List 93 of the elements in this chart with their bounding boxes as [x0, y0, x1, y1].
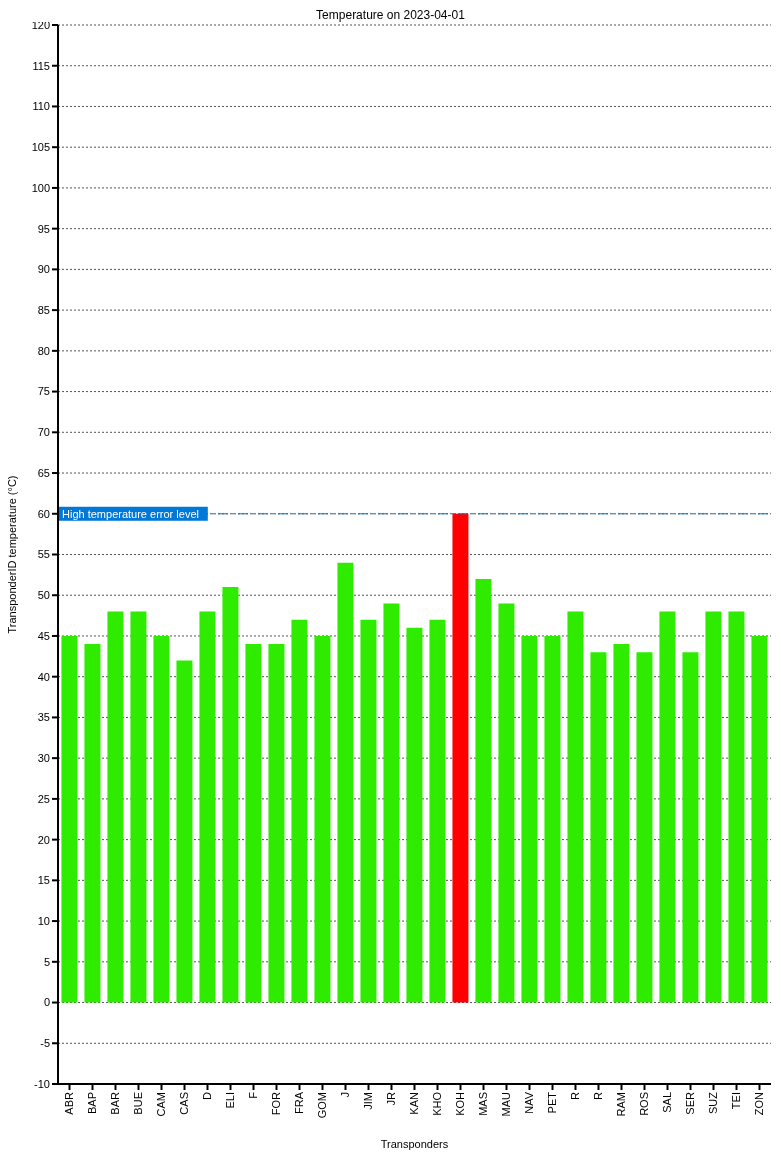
y-tick-label: 120: [31, 18, 50, 31]
x-tick-label: ABR: [63, 1091, 76, 1115]
bar: [452, 513, 469, 1003]
y-tick-label: 95: [37, 222, 50, 235]
y-tick-label: 80: [37, 344, 50, 357]
x-tick-label: FOR: [270, 1091, 283, 1116]
bar: [475, 578, 492, 1003]
chart-title: Temperature on 2023-04-01: [316, 8, 465, 22]
bar: [199, 611, 216, 1003]
bar: [728, 611, 745, 1003]
y-tick-label: 105: [31, 141, 50, 154]
x-tick-label: BAR: [109, 1091, 122, 1115]
x-tick-label: J: [339, 1092, 352, 1098]
y-tick-label: 10: [37, 914, 50, 927]
bar: [360, 619, 377, 1003]
x-tick-label: JR: [385, 1091, 398, 1106]
bar: [153, 635, 170, 1003]
y-tick-label: -10: [34, 1077, 50, 1090]
bar: [406, 627, 423, 1003]
bar: [61, 635, 78, 1003]
y-tick-label: 5: [43, 955, 50, 968]
y-tick-label: 40: [37, 670, 50, 683]
x-tick-label: D: [201, 1091, 214, 1100]
x-tick-label: ZON: [753, 1091, 766, 1116]
x-tick-label: GOM: [316, 1092, 329, 1119]
bar: [659, 611, 676, 1003]
y-tick-label: 45: [37, 629, 50, 642]
bar: [544, 635, 561, 1003]
y-tick-label: 60: [37, 507, 50, 520]
y-tick-label: 55: [37, 548, 50, 561]
bar: [176, 660, 193, 1003]
bar: [590, 652, 607, 1003]
x-tick-label: KAN: [408, 1091, 421, 1115]
bar: [613, 644, 630, 1003]
x-tick-label: ELI: [224, 1092, 237, 1109]
ref-line-label: High temperature error level: [62, 507, 199, 520]
bar: [498, 603, 515, 1003]
x-tick-label: JIM: [362, 1092, 375, 1110]
x-tick-label: BAP: [86, 1092, 99, 1115]
bar: [383, 603, 400, 1003]
x-tick-label: RAM: [615, 1092, 628, 1117]
y-tick-label: 30: [37, 752, 50, 765]
bar: [268, 644, 285, 1003]
bar: [291, 619, 308, 1003]
x-tick-label: CAM: [155, 1092, 168, 1117]
y-tick-label: 75: [37, 385, 50, 398]
bar: [337, 562, 354, 1003]
y-tick-label: 90: [37, 263, 50, 276]
x-tick-label: CAS: [178, 1092, 191, 1115]
bar: [222, 587, 239, 1003]
x-tick-label: KOH: [454, 1091, 467, 1116]
y-tick-label: 35: [37, 711, 50, 724]
y-tick-label: 100: [31, 181, 50, 194]
x-tick-label: R: [592, 1091, 605, 1100]
x-tick-label: SUZ: [707, 1091, 720, 1114]
x-tick-label: KHO: [431, 1091, 444, 1116]
x-tick-label: PET: [546, 1091, 559, 1114]
bar: [245, 644, 262, 1003]
bar: [84, 644, 101, 1003]
y-tick-label: 50: [37, 589, 50, 602]
y-tick-label: 70: [37, 426, 50, 439]
x-tick-label: ROS: [638, 1092, 651, 1116]
y-tick-label: 85: [37, 304, 50, 317]
y-axis-title: TransponderID temperature (°C): [5, 475, 18, 634]
y-tick-label: 20: [37, 833, 50, 846]
bar: [130, 611, 147, 1003]
bar: [429, 619, 446, 1003]
x-tick-label: TEI: [730, 1092, 743, 1110]
x-axis-title: Transponders: [380, 1138, 449, 1150]
x-tick-label: F: [247, 1091, 260, 1099]
x-tick-label: MAS: [477, 1092, 490, 1116]
y-tick-label: -5: [40, 1037, 50, 1050]
bar: [521, 635, 538, 1003]
y-tick-label: 115: [32, 59, 50, 72]
bar: [567, 611, 584, 1003]
y-tick-label: 15: [37, 874, 50, 887]
x-tick-label: SER: [684, 1091, 697, 1115]
bar: [107, 611, 124, 1003]
x-tick-label: SAL: [661, 1092, 674, 1113]
x-tick-label: R: [569, 1091, 582, 1100]
x-tick-label: MAU: [500, 1091, 513, 1117]
bar: [314, 635, 331, 1003]
y-tick-label: 0: [43, 996, 50, 1009]
y-tick-label: 110: [32, 100, 50, 113]
x-tick-label: FRA: [293, 1091, 306, 1114]
y-tick-label: 65: [37, 466, 50, 479]
bar: [636, 652, 653, 1003]
bar: [705, 611, 722, 1003]
x-tick-label: BUE: [132, 1092, 145, 1115]
bar: [682, 652, 699, 1003]
bar: [751, 635, 768, 1003]
x-tick-label: NAV: [523, 1091, 536, 1114]
y-tick-label: 25: [37, 792, 50, 805]
